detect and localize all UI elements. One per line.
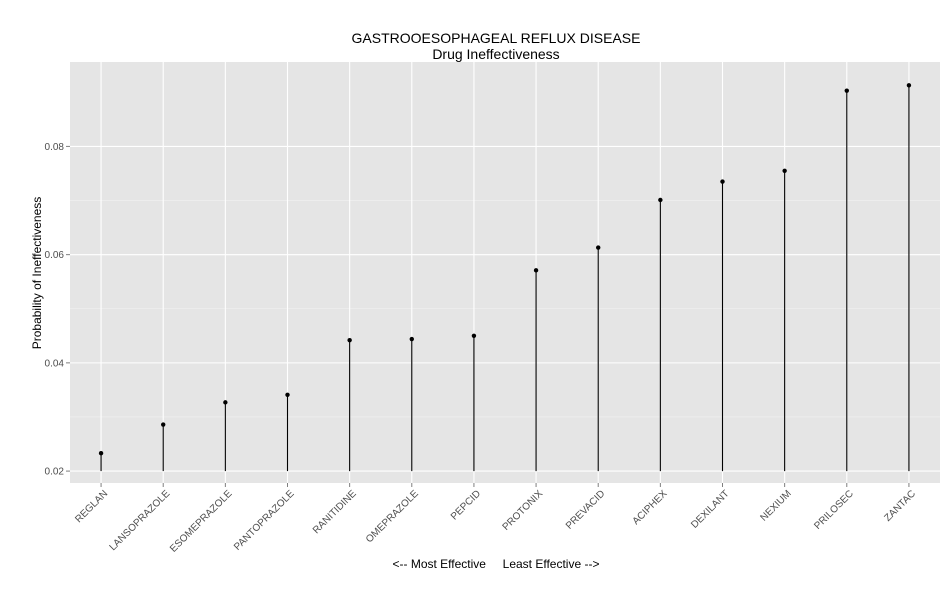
x-tick-label: RANITIDINE [311, 488, 359, 536]
y-axis: 0.02 0.04 0.06 0.08 [45, 142, 70, 478]
y-tick-label: 0.04 [45, 358, 65, 369]
x-tick-label: PREVACID [564, 488, 607, 531]
data-point [782, 168, 787, 173]
plot-panel [70, 62, 940, 483]
data-point [844, 88, 849, 93]
data-point [720, 179, 725, 184]
x-tick-label: ESOMEPRAZOLE [168, 488, 235, 555]
data-point [347, 337, 352, 343]
x-tick-label: ZANTAC [883, 488, 919, 524]
x-tick-label: PRILOSEC [812, 488, 856, 532]
data-point [596, 245, 601, 250]
x-axis: REGLANLANSOPRAZOLEESOMEPRAZOLEPANTOPRAZO… [73, 483, 918, 555]
data-point [285, 392, 290, 397]
x-tick-label: OMEPRAZOLE [364, 488, 421, 545]
x-tick-label: ACIPHEX [631, 488, 670, 527]
x-tick-label: LANSOPRAZOLE [108, 488, 173, 553]
data-point [223, 400, 228, 405]
x-tick-label: DEXILANT [689, 488, 731, 530]
x-tick-label: REGLAN [73, 488, 110, 525]
data-marks [98, 83, 912, 472]
x-tick-label: NEXIUM [758, 488, 793, 523]
data-point [658, 197, 663, 203]
data-point [98, 451, 104, 456]
x-tick-label: PROTONIX [501, 488, 546, 533]
y-tick-label: 0.08 [45, 142, 65, 153]
chart-subtitle: Drug Ineffectiveness [432, 46, 559, 62]
chart-title: GASTROOESOPHAGEAL REFLUX DISEASE [352, 30, 641, 46]
data-point [471, 333, 477, 339]
y-tick-label: 0.02 [45, 467, 65, 478]
x-axis-title: <-- Most Effective Least Effective --> [393, 557, 600, 571]
y-axis-title: Probability of Ineffectiveness [30, 197, 44, 350]
x-tick-label: PEPCID [449, 488, 483, 522]
data-point [533, 268, 539, 273]
y-tick-label: 0.06 [45, 250, 65, 261]
x-tick-label: PANTOPRAZOLE [232, 488, 297, 553]
data-point [409, 336, 414, 342]
data-point [906, 83, 912, 88]
data-point [161, 422, 166, 427]
